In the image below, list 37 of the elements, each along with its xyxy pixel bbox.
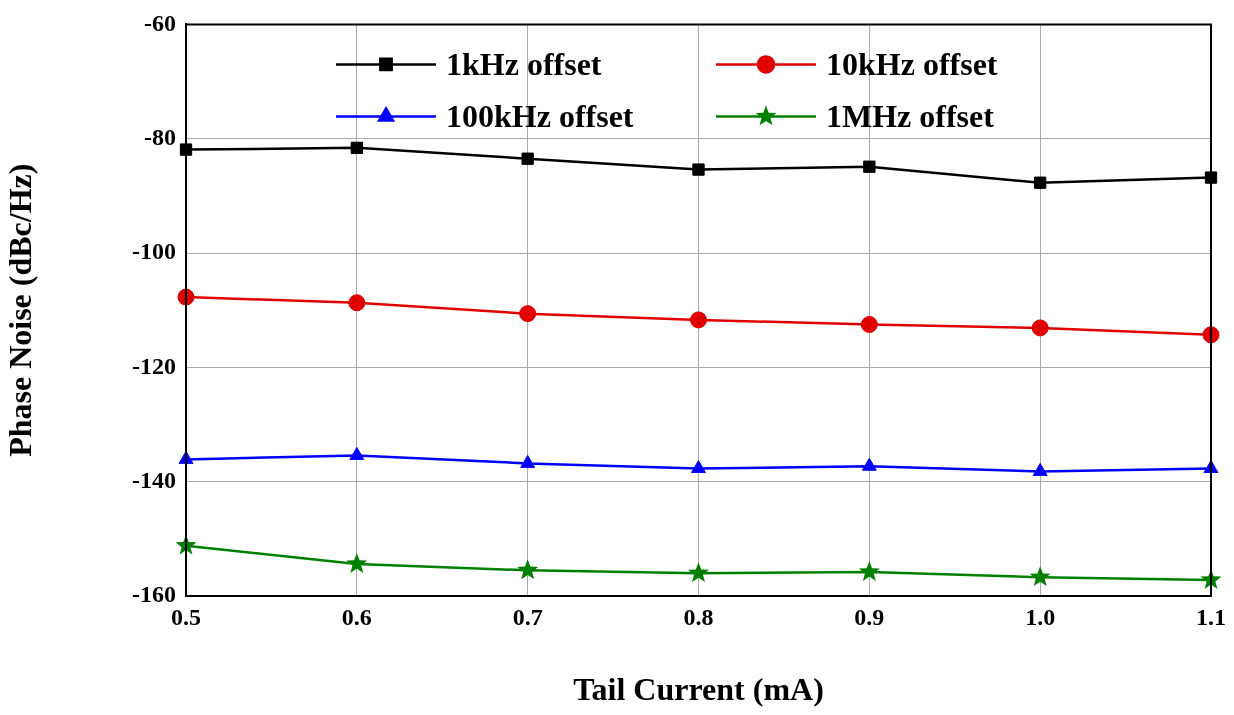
point [521,152,534,165]
legend-label: 10kHz offset [826,45,998,82]
point [520,454,536,468]
x-axis-title: Tail Current (mA) [573,671,824,708]
x-tick-label: 0.9 [854,603,885,630]
x-tick-label: 0.8 [683,603,714,630]
point [858,560,880,581]
point [517,559,539,580]
point [349,446,365,460]
legend-label: 100kHz offset [446,97,634,134]
x-tick-label: 1.1 [1196,603,1226,630]
x-tick-label: 0.7 [512,603,543,630]
point [688,562,709,583]
point [692,163,705,176]
point [1034,176,1047,189]
y-tick-label: -100 [132,238,176,265]
y-tick-label: -120 [132,352,176,379]
point [861,457,877,471]
point [350,141,363,155]
legend-label: 1kHz offset [446,45,602,82]
point [1029,566,1051,587]
point [348,294,366,312]
x-tick-label: 1.0 [1025,603,1056,630]
point [863,160,876,173]
y-tick-label: -140 [132,466,176,493]
y-tick-label: -60 [144,9,176,36]
y-axis-title: Phase Noise (dBc/Hz) [2,163,39,457]
point [691,460,706,474]
y-tick-label: -80 [144,123,176,150]
point [860,315,878,333]
point [1032,462,1048,476]
point [519,305,537,323]
point [690,311,707,329]
legend-label: 1MHz offset [826,97,995,134]
x-tick-label: 0.6 [341,603,372,630]
point [346,552,368,573]
point [1031,319,1049,337]
